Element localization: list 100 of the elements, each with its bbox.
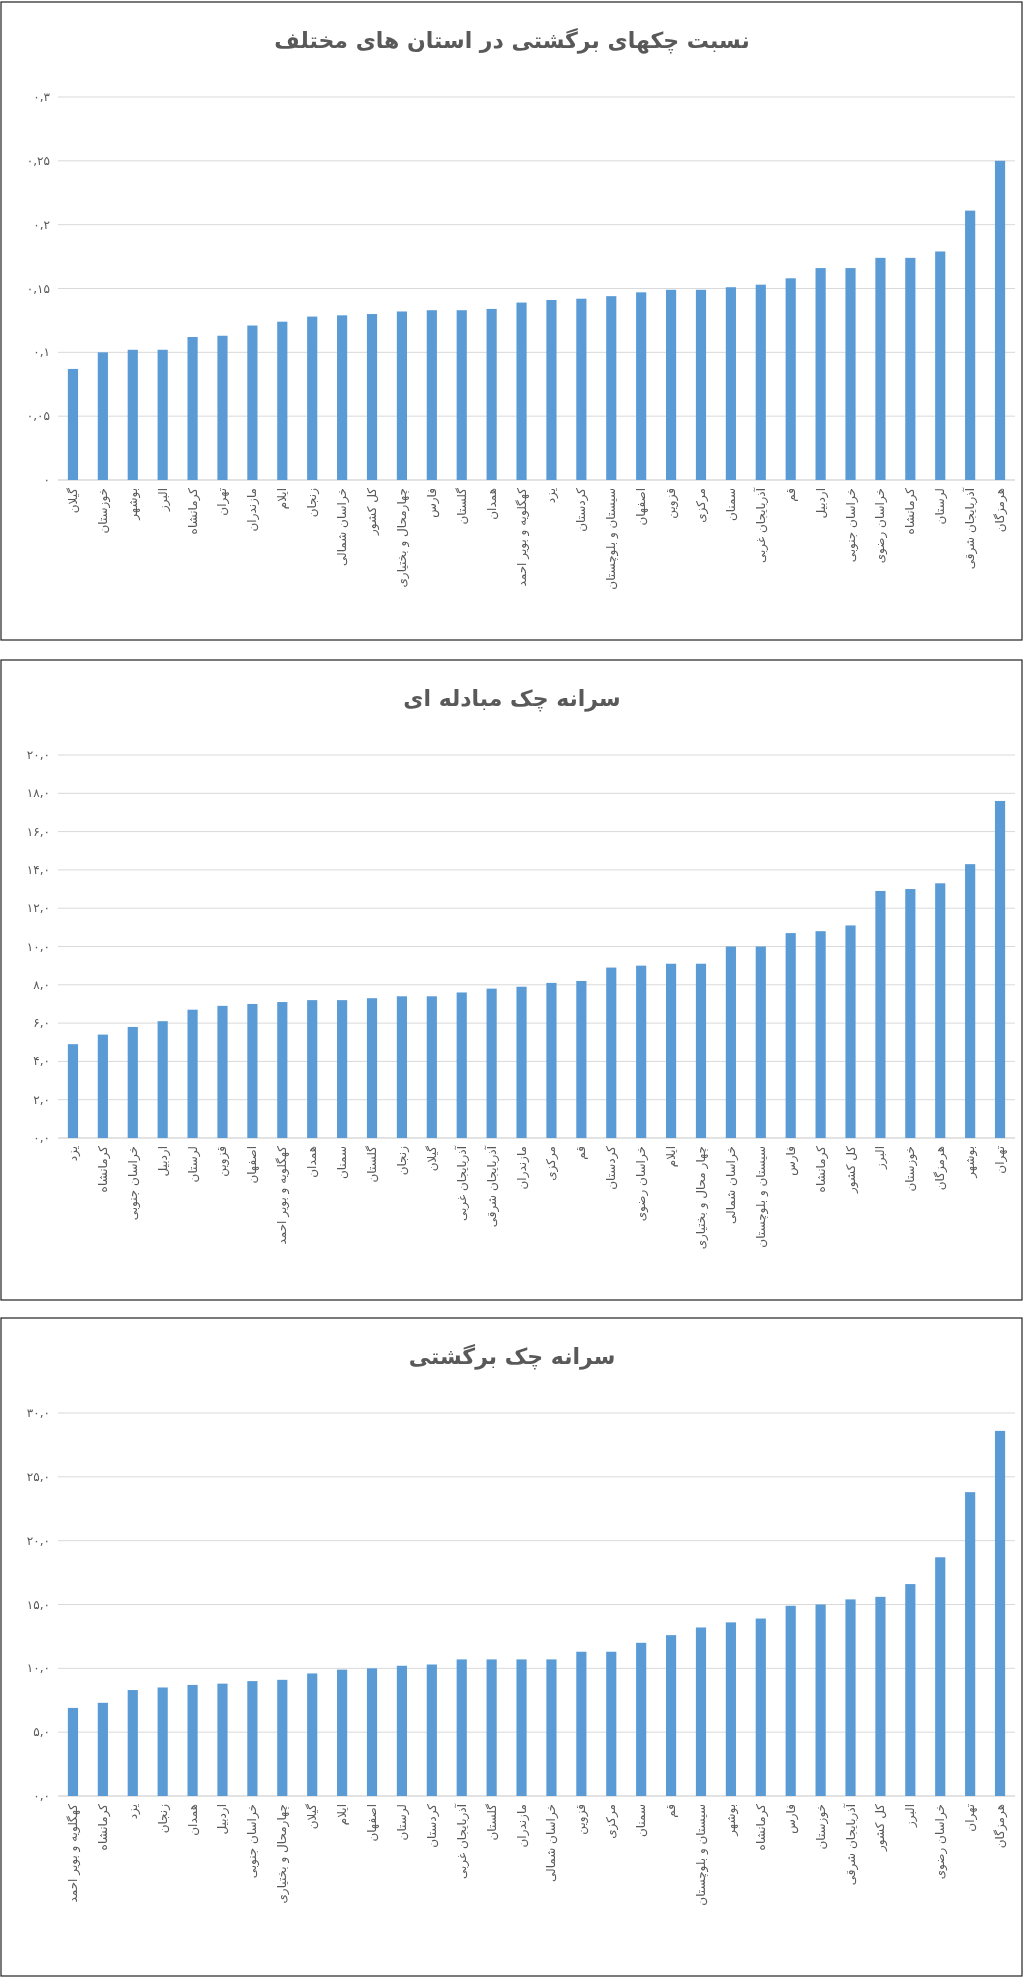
x-tick-label: خراسان جنوبی [245,1804,261,1879]
x-tick-label: همدان [305,1146,320,1178]
bar [97,1034,108,1138]
bar [665,1635,677,1796]
bar [725,287,736,480]
x-tick-label: زنجان [394,1145,410,1176]
bar [875,1596,886,1796]
bar [337,1669,348,1796]
x-tick-label: مرکزی [544,1146,560,1181]
y-tick-label: ۱۴,۰ [26,862,50,877]
x-tick-label: یزد [544,488,560,504]
bar [366,1668,378,1796]
x-tick-label: قزوین [215,1146,231,1177]
bar [965,1492,976,1796]
bar [247,1003,258,1138]
x-tick-label: کردستان [574,487,590,532]
y-tick-label: ۱۰,۰ [26,939,50,954]
x-tick-label: خراسان شمالی [335,488,351,567]
y-tick-label: ۴,۰ [33,1054,50,1069]
bar [366,314,378,480]
bar [935,251,946,480]
bar [127,349,138,480]
x-tick-label: ایلام [335,1804,350,1826]
bar [67,1707,79,1796]
bar [606,296,617,480]
bar [606,1651,617,1796]
bar [785,1605,796,1796]
y-tick-label: ۰,۳ [33,90,51,104]
x-tick-label: گیلان [424,1145,439,1172]
x-tick-label: اردبیل [813,488,829,519]
bar [277,1002,288,1138]
bar [695,963,707,1138]
y-tick-label: ۰,۰۵ [26,409,50,424]
bar [994,1430,1006,1796]
bar [426,996,437,1138]
y-tick-label: ۰,۰ [33,1131,50,1145]
x-tick-label: فارس [783,1146,799,1176]
bar [606,967,617,1138]
x-tick-label: کهگلویه و بویر احمد [65,1803,81,1903]
bar [97,352,108,480]
bar [337,1000,348,1138]
x-tick-label: مرکزی [604,1804,620,1839]
x-tick-label: زنجان [155,1803,171,1834]
bar [217,1005,228,1138]
bar [725,946,736,1138]
x-tick-label: لرستان [933,488,949,525]
bar [516,302,527,480]
bar [546,299,557,480]
x-tick-label: آذربایجان شرقی [842,1803,859,1886]
x-tick-label: یزد [65,1146,81,1162]
bar [157,349,168,480]
bar [127,1026,138,1138]
bar [426,310,437,480]
x-tick-label: البرز [155,488,171,513]
bar [187,1684,198,1796]
x-tick-label: خراسان جنوبی [843,488,859,563]
x-tick-label: هرمزگان [993,488,1009,533]
bar [277,321,288,480]
x-tick-label: کل کشور [843,1145,859,1195]
y-tick-label: ۸,۰ [33,977,50,992]
y-tick-label: ۱۸,۰ [26,786,50,801]
bar [576,298,587,480]
x-tick-label: کرمانشاه [95,1145,111,1193]
bar [905,257,916,480]
x-tick-label: گلستان [484,1803,499,1841]
x-tick-label: کرمانشاه [903,487,919,535]
y-tick-label: ۲۰,۰ [26,748,50,762]
bar [636,1642,647,1796]
bar [307,1673,318,1796]
bar [755,1618,766,1796]
bar [486,988,497,1138]
x-tick-label: سمنان [335,1146,350,1180]
y-tick-label: ۲۵,۰ [26,1469,50,1484]
bar [217,335,228,480]
x-tick-label: سیستان و بلوچستان [693,1804,709,1906]
bar [845,268,856,480]
bar [576,980,587,1138]
bar [994,800,1006,1138]
x-tick-label: بوشهر [963,1146,979,1179]
x-tick-label: لرستان [185,1146,201,1183]
x-tick-label: خوزستان [903,1146,919,1192]
bar [636,292,647,480]
bar [755,946,766,1138]
x-tick-label: اصفهان [365,1804,380,1842]
bar [695,289,707,480]
y-tick-label: ۵,۰ [33,1725,50,1740]
x-tick-label: سمنان [634,1804,649,1838]
bar [875,257,886,480]
x-tick-label: همدان [185,1804,200,1836]
x-tick-label: کهگلویه و بویر احمد [514,487,530,587]
x-tick-label: آذربایجان شرقی [483,1145,500,1228]
x-tick-label: گلستان [365,1145,380,1183]
bar [247,325,258,480]
x-tick-label: اردبیل [155,1146,171,1177]
bar [396,1665,408,1796]
bar [277,1679,288,1796]
bar [217,1683,228,1796]
chart-title: سرانه چک مبادله ای [403,686,621,712]
x-tick-label: تهران [993,1146,1009,1174]
x-tick-label: مازندران [245,488,261,532]
